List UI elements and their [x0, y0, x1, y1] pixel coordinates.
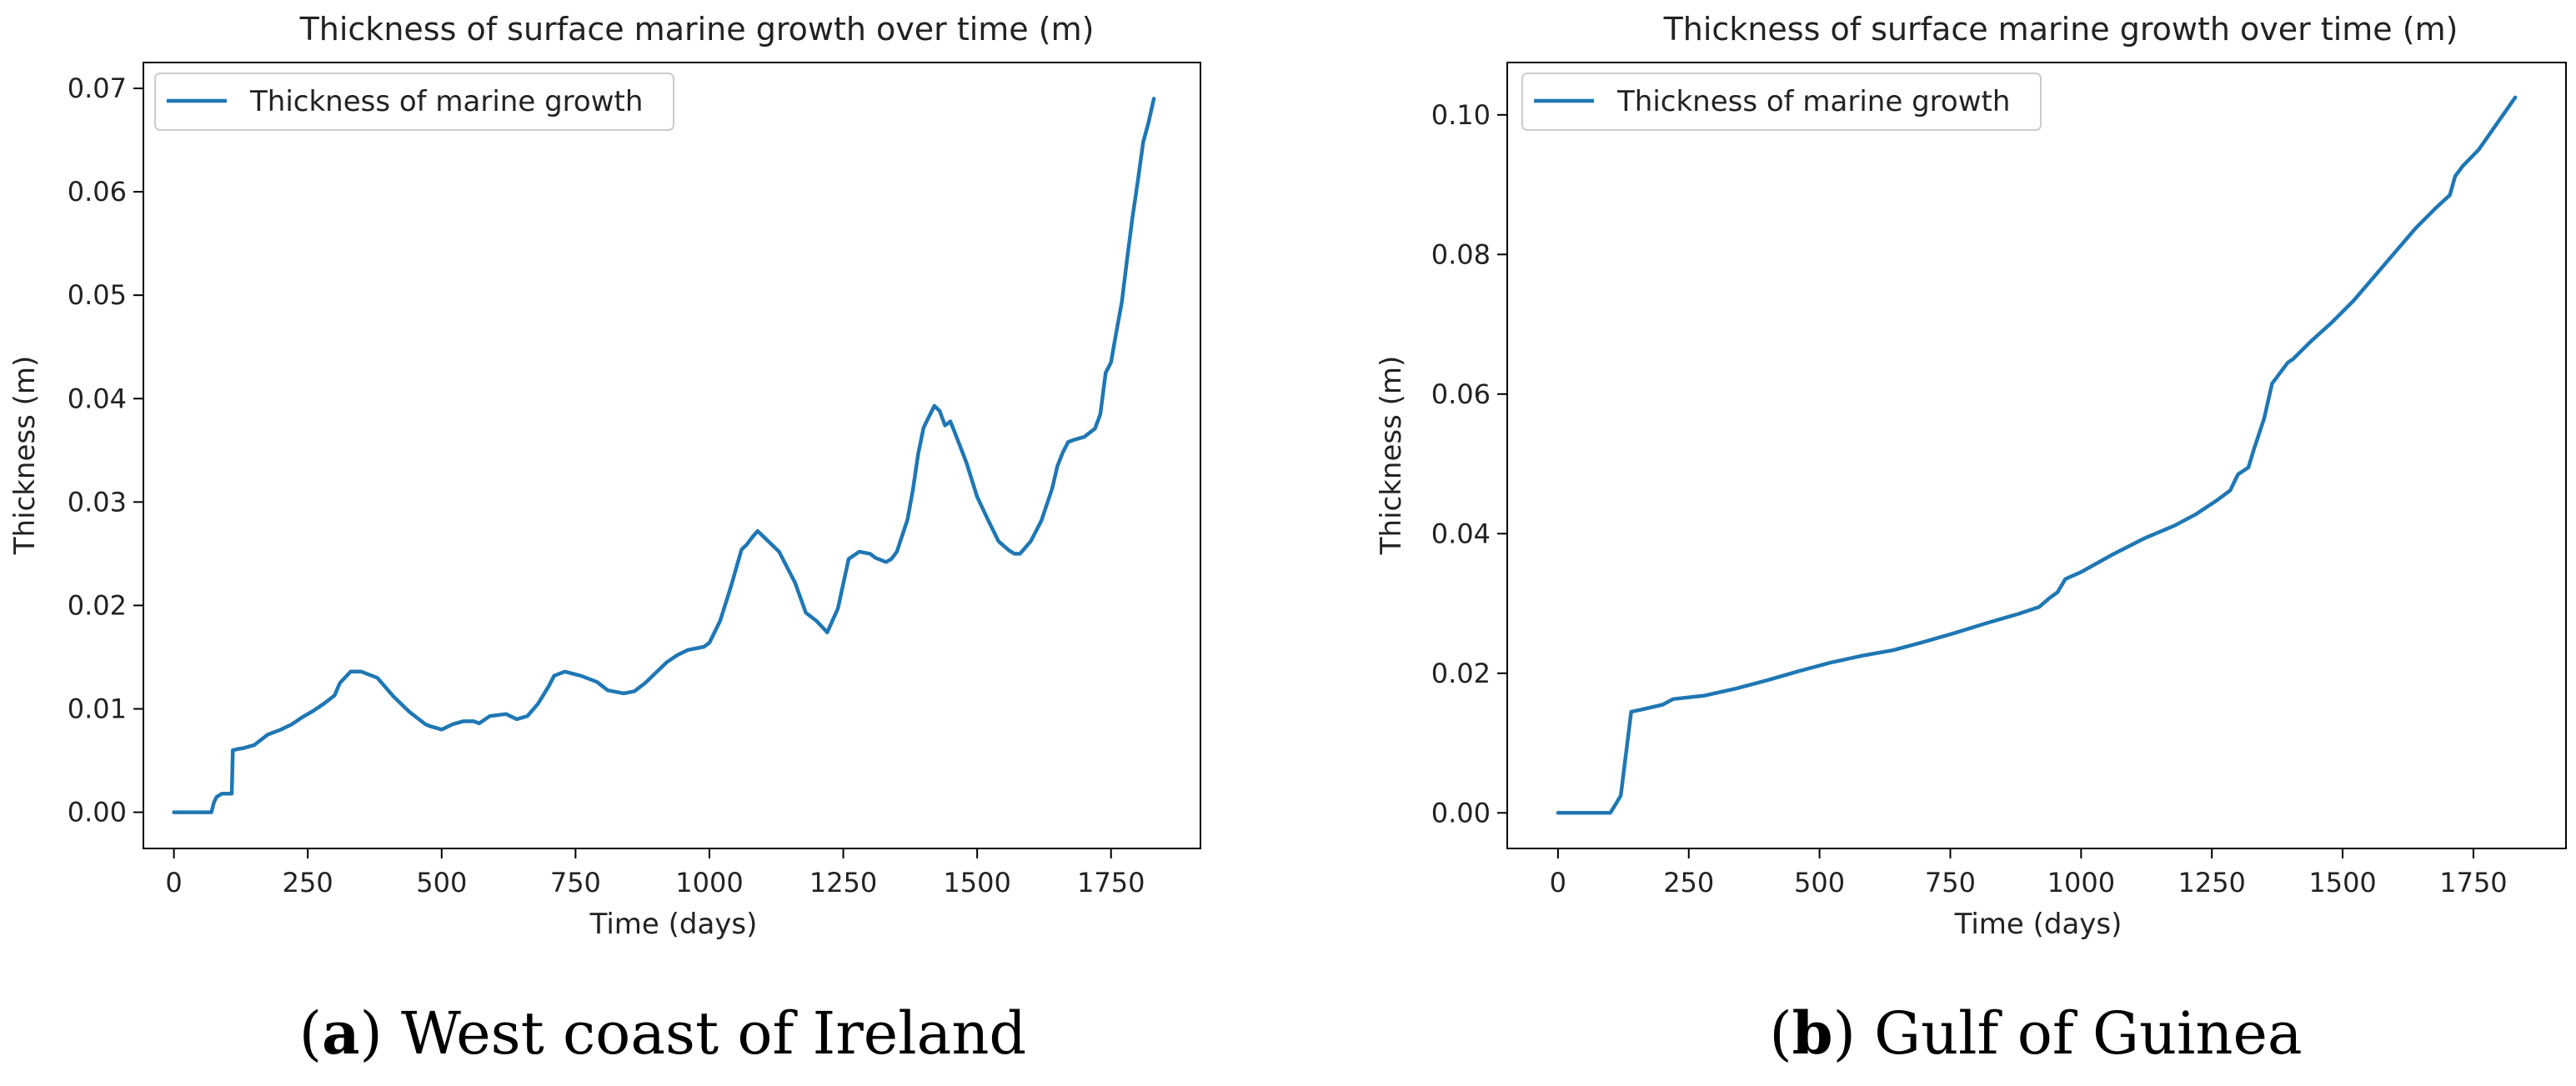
plot-frame-a: [143, 62, 1201, 849]
x-tick-label-b: 500: [1794, 867, 1845, 898]
x-tick-label-b: 1500: [2308, 867, 2376, 898]
chart-panel-a: Thickness of surface marine growth over …: [8, 11, 1201, 941]
x-axis-label-a: Time (days): [589, 908, 758, 941]
x-ticks-a: 0 250 500 750 1000 1250 1500 1750: [165, 848, 1145, 898]
chart-title-b: Thickness of surface marine growth over …: [1663, 11, 2458, 48]
x-tick-label-a: 0: [165, 867, 182, 898]
caption-a: (a) West coast of Ireland: [298, 998, 1027, 1068]
y-tick-label-a: 0.07: [68, 73, 127, 104]
x-ticks-b: 0 250 500 750 1000 1250 1500 1750: [1550, 848, 2508, 898]
x-tick-label-a: 250: [283, 867, 333, 898]
y-tick-label-a: 0.05: [68, 279, 127, 311]
x-tick-label-a: 1000: [675, 867, 743, 898]
x-tick-label-a: 1250: [809, 867, 877, 898]
legend-box-b: [1521, 73, 2042, 131]
caption-letter-a: a: [322, 998, 360, 1068]
y-tick-label-b: 0.04: [1431, 518, 1491, 549]
legend-a: Thickness of marine growth: [154, 73, 674, 131]
caption-b: (b) Gulf of Guinea: [1769, 998, 2303, 1068]
plot-area-b: [1507, 63, 2566, 848]
y-ticks-a: 0.00 0.01 0.02 0.03 0.04 0.05 0.06 0.07: [68, 73, 143, 828]
x-tick-label-b: 1250: [2178, 867, 2245, 898]
x-tick-label-b: 250: [1663, 867, 1714, 898]
plot-frame-b: [1506, 62, 2567, 849]
x-axis-label-b: Time (days): [1954, 908, 2122, 941]
y-tick-label-b: 0.00: [1431, 797, 1491, 828]
y-tick-label-a: 0.02: [68, 589, 127, 621]
caption-text-a: West coast of Ireland: [401, 999, 1027, 1068]
y-ticks-b: 0.00 0.02 0.04 0.06 0.08 0.10: [1431, 99, 1507, 828]
x-tick-label-b: 1000: [2047, 867, 2115, 898]
series-layer-a: [172, 97, 1156, 814]
x-tick-label-a: 750: [550, 867, 601, 898]
legend-b: Thickness of marine growth: [1521, 73, 2042, 131]
y-axis-label-b: Thickness (m): [1375, 356, 1408, 556]
x-tick-label-b: 0: [1550, 867, 1566, 898]
chart-title-a: Thickness of surface marine growth over …: [299, 11, 1095, 48]
y-tick-label-b: 0.08: [1431, 238, 1491, 270]
y-tick-label-a: 0.04: [68, 383, 127, 414]
y-tick-label-a: 0.00: [68, 797, 127, 828]
series-layer-b: [1556, 95, 2518, 815]
y-tick-label-b: 0.02: [1431, 658, 1491, 689]
plot-area-a: [143, 63, 1200, 848]
x-tick-label-b: 1750: [2439, 867, 2507, 898]
series-line-b: [1556, 95, 2518, 815]
x-tick-label-b: 750: [1925, 867, 1976, 898]
chart-panel-b: Thickness of surface marine growth over …: [1375, 11, 2567, 941]
y-tick-label-a: 0.03: [68, 486, 127, 518]
y-tick-label-a: 0.06: [68, 176, 127, 208]
legend-label-a: Thickness of marine growth: [249, 85, 643, 118]
y-tick-label-b: 0.06: [1431, 378, 1491, 410]
series-line-a: [172, 97, 1156, 814]
caption-text-b: Gulf of Guinea: [1874, 999, 2303, 1068]
x-tick-label-a: 1500: [943, 867, 1010, 898]
legend-label-b: Thickness of marine growth: [1616, 85, 2010, 118]
legend-box-a: [154, 73, 674, 131]
y-tick-label-a: 0.01: [68, 693, 127, 724]
y-tick-label-b: 0.10: [1431, 99, 1491, 131]
caption-letter-b: b: [1792, 998, 1833, 1068]
y-axis-label-a: Thickness (m): [8, 356, 42, 556]
x-tick-label-a: 1750: [1077, 867, 1145, 898]
x-tick-label-a: 500: [416, 867, 467, 898]
